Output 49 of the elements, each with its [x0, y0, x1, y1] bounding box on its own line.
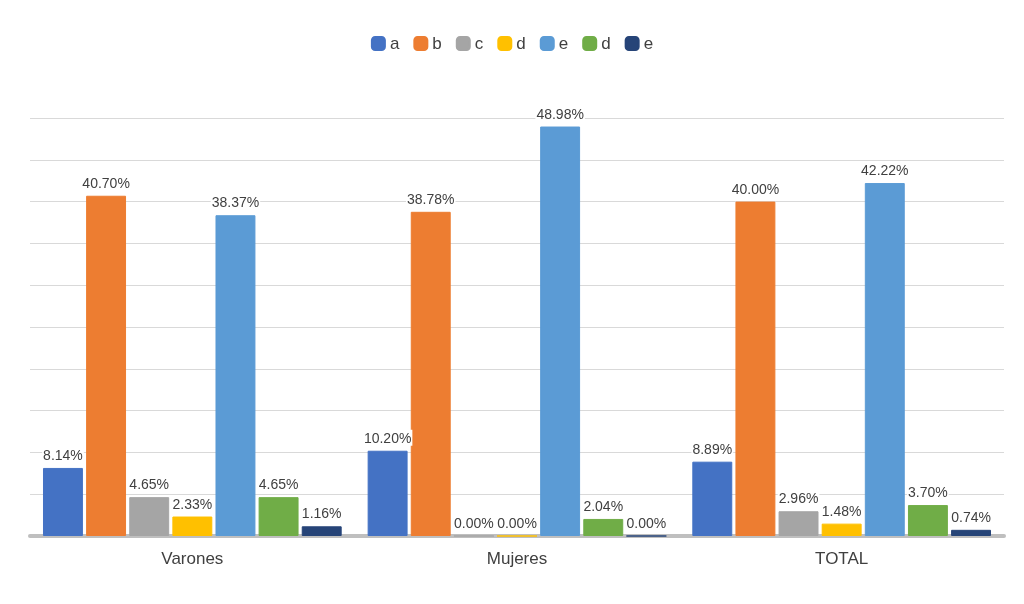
data-label: 40.00%: [731, 180, 780, 197]
data-label: 38.78%: [407, 190, 455, 207]
bar: [907, 505, 948, 536]
data-label: 4.65%: [258, 476, 299, 493]
x-tick-label: Varones: [161, 549, 224, 568]
bar: [540, 126, 581, 536]
bar: [410, 211, 451, 536]
data-label: 8.14%: [43, 446, 83, 463]
bar: [951, 529, 992, 536]
bar: [821, 523, 862, 536]
bar: [692, 461, 733, 536]
bar: [86, 195, 127, 536]
legend-label: e: [643, 34, 654, 53]
data-label: 3.70%: [908, 484, 948, 501]
x-tick-label: Mujeres: [486, 549, 548, 568]
bar: [258, 497, 299, 536]
legend-label: d: [516, 34, 526, 53]
legend-label: d: [601, 34, 611, 53]
data-label: 1.48%: [821, 502, 862, 519]
data-label: 40.70%: [82, 174, 130, 191]
data-label: 8.89%: [692, 440, 733, 457]
data-label: 0.00%: [454, 514, 494, 531]
bar: [367, 450, 408, 536]
data-label: 2.33%: [172, 495, 213, 512]
data-label: 48.98%: [536, 105, 584, 122]
data-label: 0.00%: [626, 514, 667, 531]
data-label: 0.00%: [497, 514, 537, 531]
bar: [215, 215, 256, 536]
legend-label: c: [474, 34, 484, 53]
data-label: 4.65%: [129, 476, 170, 493]
data-label: 2.96%: [778, 490, 819, 507]
legend-label: a: [389, 34, 400, 53]
legend-label: e: [558, 34, 569, 53]
bar: [583, 518, 624, 536]
bar: [172, 516, 213, 536]
bar: [301, 526, 342, 536]
bar: [778, 511, 819, 536]
bar: [864, 183, 905, 536]
data-label: 1.16%: [301, 505, 342, 522]
bar: [42, 467, 83, 536]
bar: [129, 497, 170, 536]
data-label: 2.04%: [583, 497, 624, 514]
bar: [735, 201, 776, 536]
data-label: 10.20%: [363, 429, 412, 446]
data-label: 0.74%: [951, 508, 991, 525]
data-label: 42.22%: [861, 162, 909, 179]
legend-label: b: [432, 34, 442, 53]
x-tick-label: TOTAL: [815, 549, 869, 568]
data-label: 38.37%: [211, 194, 260, 211]
